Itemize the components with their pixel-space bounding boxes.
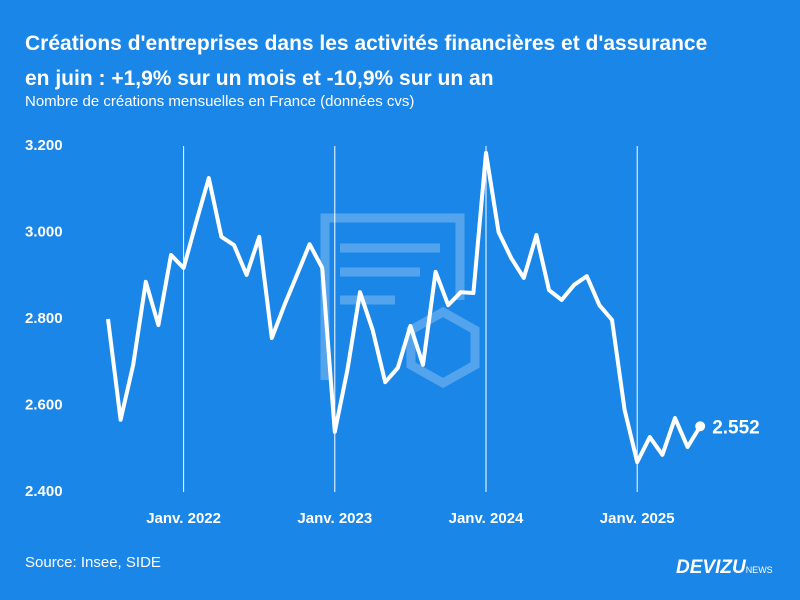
y-tick-label: 2.400 [25, 483, 63, 500]
brand-suffix: NEWS [745, 565, 773, 575]
y-tick-label: 2.800 [25, 310, 63, 327]
brand-name: DEVIZU [676, 557, 746, 578]
x-tick-label: Janv. 2024 [449, 510, 524, 527]
x-tick-label: Janv. 2023 [297, 510, 372, 527]
line [106, 150, 702, 465]
end-point [695, 421, 706, 432]
x-tick-label: Janv. 2022 [146, 510, 221, 527]
chart-title: Créations d'entreprises dans les activit… [25, 32, 708, 90]
y-tick-label: 3.200 [25, 137, 63, 154]
brand: DEVIZUNEWS [676, 557, 773, 579]
source: Source: Insee, SIDE [25, 554, 161, 571]
chart-subtitle: Nombre de créations mensuelles en France… [25, 93, 415, 110]
value-label: 2.552 [712, 417, 760, 438]
y-tick-label: 3.000 [25, 223, 63, 240]
x-tick-label: Janv. 2025 [600, 510, 675, 527]
y-tick-label: 2.600 [25, 396, 63, 413]
